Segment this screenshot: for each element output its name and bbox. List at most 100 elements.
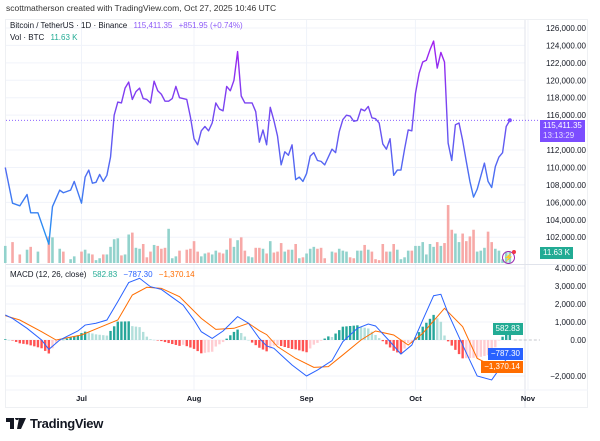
macd-histogram-bar [65,338,69,340]
macd-tick-label: 2,000.00 [555,300,587,309]
macd-histogram-bar [54,340,58,344]
macd-histogram-bar [483,340,486,356]
macd-histogram-bar [461,340,464,359]
volume-bar [83,249,87,263]
volume-bar [410,250,414,263]
volume-bar [51,237,54,263]
volume-bar [123,254,127,263]
macd-histogram-bar [443,335,446,340]
macd-histogram-bar [301,340,305,352]
macd-histogram-bar [367,328,370,340]
volume-bar [199,256,203,263]
volume-bar [29,246,32,263]
volume-bar [141,244,145,263]
x-tick-label: Sep [300,394,314,403]
macd-histogram-bar [316,340,319,343]
symbol-label[interactable]: Bitcoin / TetherUS · 1D · Binance [10,21,128,30]
macd-histogram-bar [439,321,443,340]
volume-bar [225,249,228,263]
volume-bar [3,245,7,263]
macd-histogram-bar [174,340,178,345]
price-tick-label: 124,000.00 [546,41,587,50]
macd-histogram-bar [120,321,123,340]
macd-histogram-bar [47,340,51,354]
volume-bar [435,242,439,263]
macd-histogram-bar [254,340,257,346]
macd-histogram-bar [258,340,261,348]
volume-bar [490,242,493,263]
macd-histogram-bar [425,322,428,340]
macd-histogram-bar [475,340,479,358]
macd-histogram-bar [192,340,196,349]
macd-line [5,277,511,381]
macd-histogram-bar [385,340,388,345]
macd-histogram-bar [240,333,243,340]
macd-legend[interactable]: MACD (12, 26, close) 582.83 −787.30 −1,3… [10,270,199,279]
volume-bar [149,251,152,263]
volume-bar [359,250,363,263]
price-tick-label: 108,000.00 [546,181,587,190]
volume-bar [366,249,370,263]
macd-histogram-bar [399,340,403,355]
macd-histogram-bar [18,340,21,344]
volume-legend[interactable]: Vol · BTC 11.63 K [10,33,81,42]
volume-bar [417,245,421,263]
tradingview-logo-icon [6,418,26,429]
volume-bar [203,253,207,263]
price-legend[interactable]: Bitcoin / TetherUS · 1D · Binance 115,41… [10,21,247,30]
macd-histogram-bar [436,318,439,340]
volume-bar [370,251,374,263]
volume-bar [236,240,239,263]
macd-histogram-bar [156,340,159,341]
macd-histogram-bar [36,340,40,348]
volume-bar [330,251,334,263]
last-price: 115,411.35 [133,21,173,30]
macd-histogram-bar [370,331,374,340]
macd-signal-line [5,286,511,370]
macd-histogram-bar [149,339,152,340]
macd-histogram-bar [98,334,101,340]
volume-bar [403,257,406,263]
price-tick-label: 112,000.00 [547,146,587,155]
lightning-bolt-icon[interactable]: ⚡ [502,250,516,264]
volume-bar [298,258,301,263]
volume-bar [323,258,327,263]
price-tag-value: 115,411.35 [543,121,582,130]
macd-histogram-bar [152,339,156,341]
macd-histogram-bar [312,340,316,345]
volume-bar [268,241,272,263]
volume-bar [374,259,377,263]
volume-bar [443,243,446,263]
macd-histogram-bar [490,340,493,355]
macd-histogram-bar [91,333,94,340]
volume-bar [428,244,432,263]
volume-bar [301,257,305,263]
volume-bar [356,250,359,263]
macd-histogram-bar [294,340,297,350]
volume-bar [160,248,163,263]
macd-histogram-bar [497,340,501,341]
macd-histogram-bar [323,338,326,340]
macd-histogram-bar [51,340,54,349]
volume-bar [254,247,258,263]
macd-histogram-bar [377,338,381,340]
volume-bar [392,244,395,263]
macd-histogram-bar [505,333,508,340]
volume-bar [421,242,425,263]
tradingview-logo[interactable]: TradingView [6,416,103,431]
volume-bar [221,253,225,263]
last-price-dot [507,118,512,123]
macd-histogram-bar [298,340,301,351]
price-tick-label: 102,000.00 [546,233,587,242]
macd-signal-tag: −1,370.14 [481,361,523,373]
brand-name: TradingView [30,416,104,431]
macd-histogram-bar [87,332,90,340]
volume-bar [232,246,236,263]
volume-bar [494,248,497,263]
volume-bar [207,252,210,263]
volume-value: 11.63 K [50,33,78,42]
macd-histogram-bar [112,326,116,340]
volume-bar [464,241,468,263]
volume-bar [341,250,345,263]
